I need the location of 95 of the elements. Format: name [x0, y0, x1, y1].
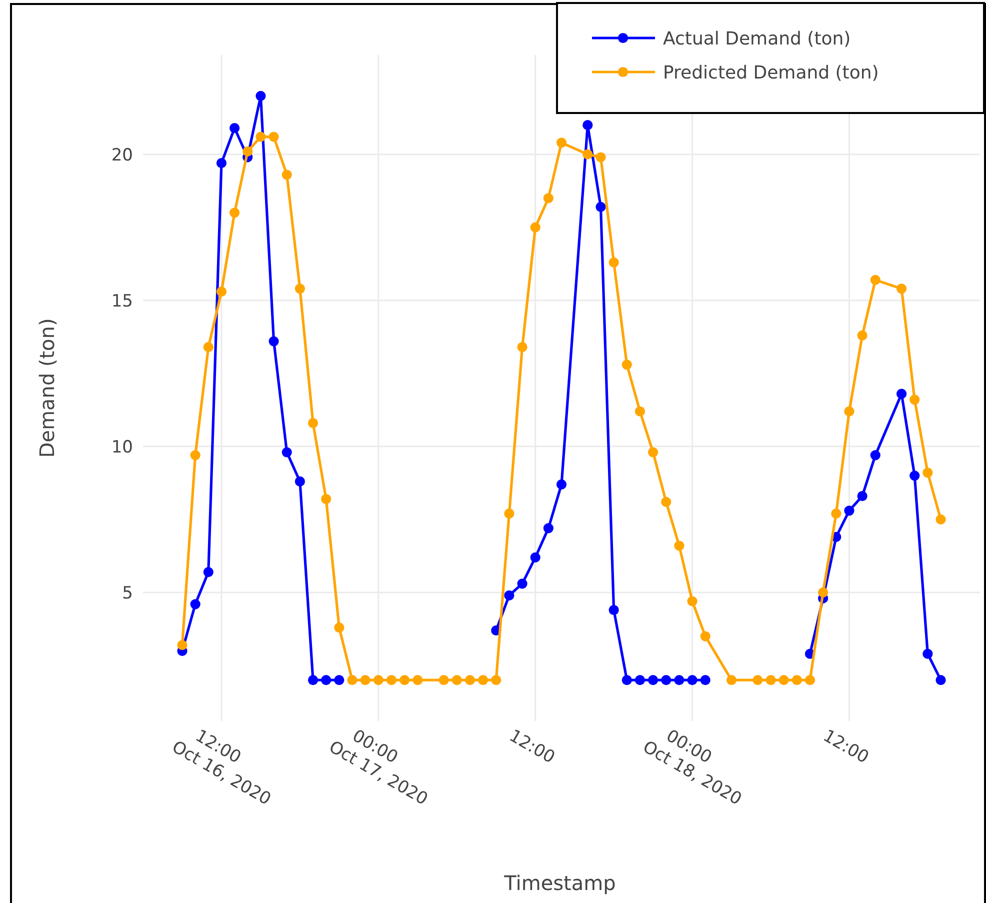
point — [308, 418, 318, 428]
point — [282, 447, 292, 458]
point — [922, 648, 933, 659]
point — [896, 388, 907, 399]
point — [752, 675, 763, 686]
legend-label: Actual Demand (ton) — [663, 28, 851, 50]
point — [294, 476, 305, 487]
point — [216, 286, 227, 297]
point — [452, 675, 462, 686]
point — [634, 406, 646, 416]
point — [294, 284, 305, 294]
point — [778, 675, 789, 686]
point — [870, 450, 880, 460]
point — [242, 146, 253, 156]
point — [517, 342, 528, 352]
point — [596, 202, 606, 212]
point — [582, 149, 593, 160]
point — [256, 132, 266, 142]
point — [373, 675, 384, 686]
point — [230, 122, 240, 134]
legend-label: Predicted Demand (ton) — [663, 62, 879, 84]
point — [530, 222, 540, 232]
point — [596, 152, 606, 162]
y-tick-label: 15 — [111, 291, 133, 312]
point — [700, 675, 710, 686]
point — [203, 566, 214, 578]
point — [844, 406, 854, 416]
point — [857, 491, 868, 502]
point — [386, 675, 397, 686]
point — [896, 284, 907, 294]
point — [268, 336, 279, 346]
point — [360, 675, 370, 686]
point — [634, 675, 646, 686]
point — [400, 675, 410, 686]
point — [766, 675, 776, 686]
point — [687, 596, 698, 606]
point — [543, 193, 554, 204]
point — [674, 540, 684, 551]
point — [543, 523, 554, 534]
point — [256, 90, 266, 101]
point — [804, 675, 816, 686]
point — [438, 675, 449, 686]
point — [412, 675, 423, 686]
point — [504, 590, 514, 600]
point — [608, 604, 619, 616]
point — [190, 450, 200, 460]
point — [321, 494, 332, 504]
point — [936, 514, 946, 524]
point — [504, 508, 514, 519]
point — [726, 675, 737, 686]
point — [464, 675, 475, 686]
point — [216, 158, 227, 168]
point — [582, 120, 593, 130]
point — [608, 257, 619, 268]
point — [922, 468, 933, 478]
point — [700, 631, 710, 642]
point — [910, 470, 920, 481]
point — [334, 622, 344, 633]
point — [936, 675, 946, 686]
point — [831, 508, 842, 519]
point — [556, 479, 567, 490]
point — [792, 675, 802, 686]
point — [177, 640, 188, 650]
point — [844, 506, 854, 516]
point — [556, 138, 567, 148]
point — [321, 675, 332, 686]
point — [478, 675, 488, 686]
point — [622, 675, 632, 686]
y-tick-label: 10 — [111, 437, 133, 458]
point — [818, 587, 828, 598]
y-tick-label: 5 — [122, 583, 133, 604]
point — [491, 675, 502, 686]
y-axis-title: Demand (ton) — [35, 318, 59, 458]
point — [687, 675, 698, 686]
point — [648, 675, 658, 686]
y-tick-label: 20 — [111, 145, 133, 166]
point — [674, 675, 684, 686]
point — [910, 394, 920, 405]
point — [347, 675, 358, 686]
point — [203, 342, 214, 352]
point — [282, 170, 292, 180]
point — [857, 330, 868, 340]
point — [622, 360, 632, 370]
point — [661, 675, 672, 686]
point — [517, 578, 528, 589]
point — [870, 274, 880, 285]
point — [334, 675, 344, 686]
point — [661, 496, 672, 507]
point — [190, 599, 200, 610]
point — [530, 552, 540, 562]
x-axis-title: Timestamp — [503, 871, 616, 895]
point — [648, 447, 658, 458]
point — [308, 675, 318, 686]
point — [230, 208, 240, 218]
point — [268, 132, 279, 142]
